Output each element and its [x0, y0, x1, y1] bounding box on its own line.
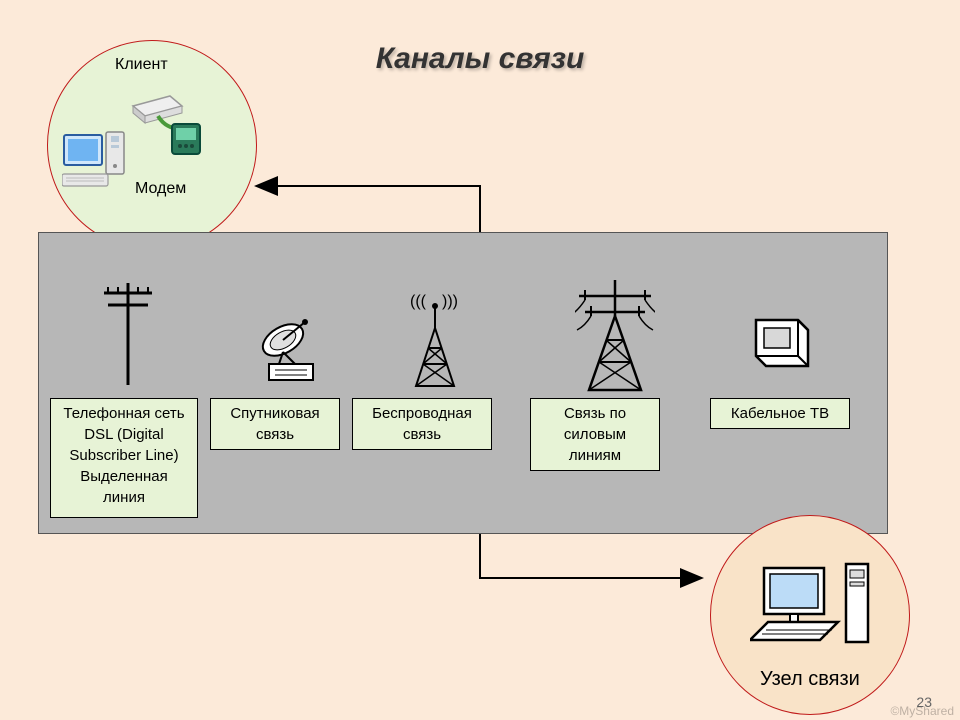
- connector-arrows: [0, 0, 960, 720]
- watermark: ©MyShared: [890, 704, 954, 718]
